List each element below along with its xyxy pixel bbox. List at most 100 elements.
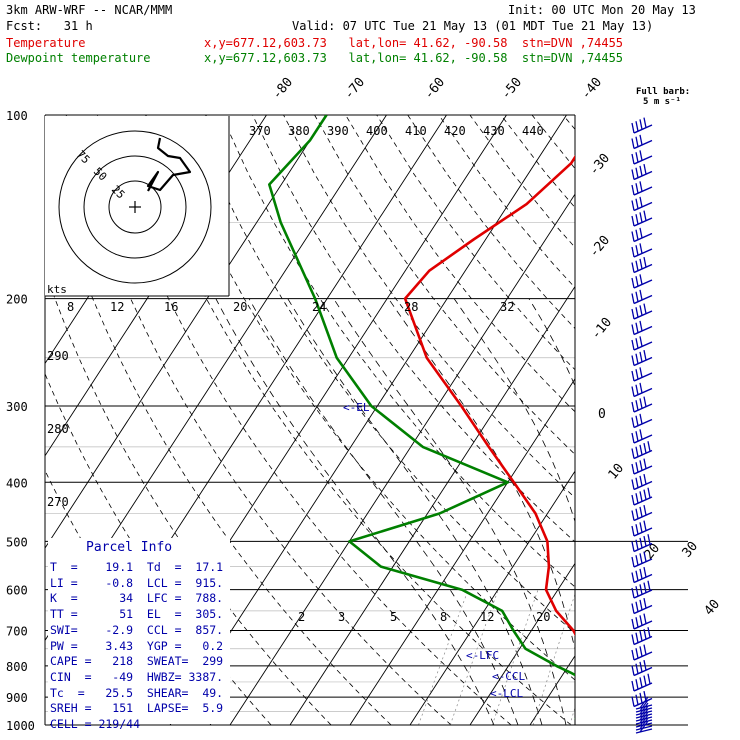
wind-barb bbox=[631, 256, 653, 274]
dry-adiabat-label: 270 bbox=[47, 495, 69, 509]
dewpoint-location: x,y=677.12,603.73 lat,lon= 41.62, -90.58… bbox=[204, 51, 624, 65]
valid-time: Valid: 07 UTC Tue 21 May 13 (01 MDT Tue … bbox=[292, 19, 654, 33]
isotherm-label: 10 bbox=[606, 461, 628, 483]
wind-barb bbox=[631, 336, 653, 351]
wind-barb bbox=[631, 659, 653, 677]
parcel-info-title: Parcel Info bbox=[86, 540, 173, 555]
moist-adiabat bbox=[453, 298, 575, 523]
wind-barb bbox=[631, 243, 653, 258]
level-marker: <-EL bbox=[343, 401, 370, 414]
wind-barb bbox=[631, 367, 653, 382]
theta-label: 370 bbox=[249, 124, 271, 138]
wind-barb bbox=[631, 597, 653, 615]
level-marker: <-LFC bbox=[466, 649, 499, 662]
wind-barb bbox=[635, 705, 653, 719]
wind-barb bbox=[631, 673, 653, 692]
theta-label: 400 bbox=[366, 124, 388, 138]
theta-label: 390 bbox=[327, 124, 349, 138]
dry-adiabat bbox=[283, 115, 575, 499]
wind-barb bbox=[631, 551, 653, 568]
isotherm-line bbox=[169, 115, 567, 725]
isotherm-line bbox=[229, 193, 575, 725]
wind-barb bbox=[631, 473, 653, 491]
wind-barb bbox=[631, 441, 653, 460]
wind-barb bbox=[631, 396, 653, 413]
temperature-legend: Temperature bbox=[6, 36, 86, 50]
wind-barb bbox=[635, 696, 653, 710]
parcel-info-row: PW = 3.43 YGP = 0.2 bbox=[50, 638, 224, 653]
isotherm-label: 40 bbox=[702, 597, 724, 619]
isotherm-line bbox=[469, 562, 575, 725]
wind-barb bbox=[635, 699, 653, 713]
moist-adiabat bbox=[248, 298, 519, 725]
init-time: Init: 00 UTC Mon 20 May 13 bbox=[508, 3, 696, 17]
wind-barb bbox=[631, 534, 653, 553]
wind-barb bbox=[631, 429, 653, 444]
isotherm-label: -20 bbox=[587, 233, 614, 261]
dry-adiabat bbox=[189, 115, 575, 634]
wind-barb bbox=[631, 196, 653, 212]
parcel-info-row: LI = -0.8 LCL = 915. bbox=[50, 575, 224, 590]
dry-adiabat bbox=[45, 152, 392, 725]
dry-adiabat bbox=[96, 115, 512, 725]
upper-scale-label: 16 bbox=[164, 300, 178, 314]
wind-barb bbox=[631, 320, 653, 336]
pressure-tick-label: 400 bbox=[6, 476, 28, 490]
upper-scale-label: 24 bbox=[312, 300, 326, 314]
theta-label: 430 bbox=[483, 124, 505, 138]
dry-adiabat-label: 290 bbox=[47, 349, 69, 363]
pressure-tick-label: 300 bbox=[6, 400, 28, 414]
isotherm-label: -60 bbox=[422, 75, 449, 103]
wind-barb bbox=[631, 349, 653, 367]
theta-label: 420 bbox=[444, 124, 466, 138]
isotherm-line bbox=[710, 115, 740, 725]
upper-scale-label: 28 bbox=[404, 300, 418, 314]
dry-adiabat bbox=[45, 269, 332, 725]
barb-key-line2: 5 m s⁻¹ bbox=[643, 97, 681, 107]
barb-key-line1: Full barb: bbox=[636, 87, 690, 97]
mixing-ratio-label: 12 bbox=[480, 610, 494, 624]
isotherm-label: 0 bbox=[598, 407, 606, 422]
level-marker: <-CCL bbox=[492, 670, 525, 683]
moist-adiabat bbox=[333, 298, 567, 725]
isotherm-label: 20 bbox=[642, 541, 664, 563]
mixing-ratio-label: 3 bbox=[338, 610, 345, 624]
wind-barb bbox=[631, 458, 653, 475]
isotherm-line bbox=[529, 654, 575, 725]
pressure-tick-label: 500 bbox=[6, 535, 28, 549]
wind-barb bbox=[631, 580, 653, 599]
wind-barb bbox=[635, 702, 653, 716]
wind-barb bbox=[631, 181, 653, 196]
parcel-info-box: Parcel Info T = 19.1 Td = 17.1 LI = -0.8 … bbox=[48, 538, 230, 731]
theta-label: 380 bbox=[288, 124, 310, 138]
wind-barb bbox=[631, 504, 653, 522]
pressure-tick-label: 100 bbox=[6, 109, 28, 123]
hodograph-trace bbox=[146, 137, 192, 192]
isotherm-line bbox=[289, 285, 575, 725]
temperature-location: x,y=677.12,603.73 lat,lon= 41.62, -90.58… bbox=[204, 36, 624, 50]
temperature-profile bbox=[403, 154, 575, 637]
hodograph-ring bbox=[83, 155, 187, 259]
mixing-ratio-label: 20 bbox=[536, 610, 550, 624]
wind-barb bbox=[631, 117, 653, 134]
level-marker: <-LCL bbox=[490, 687, 523, 700]
parcel-info-row: T = 19.1 Td = 17.1 bbox=[50, 560, 224, 574]
wind-barb bbox=[631, 613, 653, 630]
wind-barb bbox=[631, 150, 653, 165]
wind-barb bbox=[631, 134, 653, 150]
isotherm-label: -80 bbox=[270, 75, 297, 103]
dry-adiabat bbox=[314, 115, 575, 455]
isotherm-line bbox=[590, 115, 740, 725]
pressure-tick-label: 1000 bbox=[6, 719, 35, 733]
isotherm-label: -40 bbox=[579, 75, 606, 103]
hodograph-ring bbox=[58, 130, 212, 284]
dry-adiabat bbox=[438, 115, 575, 289]
parcel-info-row: Tc = 25.5 SHEAR= 49. bbox=[50, 685, 224, 700]
wind-barb bbox=[631, 566, 653, 584]
hodograph-units: kts bbox=[47, 283, 67, 296]
wind-barb bbox=[631, 520, 653, 537]
isotherm-line bbox=[45, 115, 327, 549]
moist-adiabat bbox=[388, 298, 575, 651]
isotherm-line bbox=[349, 378, 575, 725]
